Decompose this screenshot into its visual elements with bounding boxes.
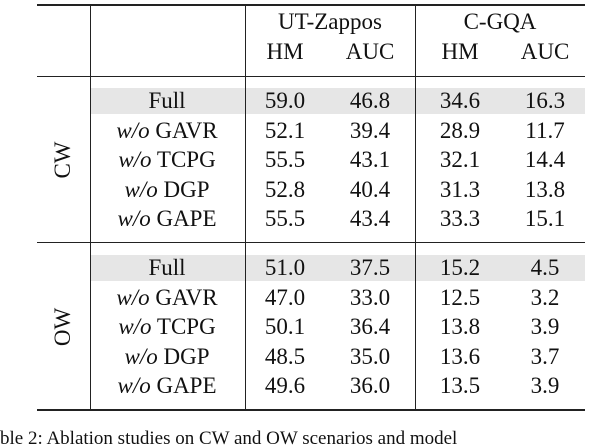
row-label: w/o GAPE xyxy=(117,205,216,233)
row-model: Full xyxy=(148,88,186,113)
caption: ble 2: Ablation studies on CW and OW sce… xyxy=(0,428,458,446)
row-label: w/o DGP xyxy=(125,343,210,371)
row-label: w/o TCPG xyxy=(118,146,215,174)
group-header: C-GQA xyxy=(463,9,537,34)
cell-value: 52.8 xyxy=(264,176,306,202)
cell-value: 3.9 xyxy=(530,314,560,340)
cell-value: 40.4 xyxy=(349,176,391,202)
cell-value: 3.9 xyxy=(530,373,560,399)
cell-value: 52.1 xyxy=(264,117,306,143)
top-rule xyxy=(37,4,585,6)
row-prefix: w/o xyxy=(117,373,151,399)
cell-value: 13.8 xyxy=(439,314,481,340)
cell-value: 11.7 xyxy=(525,117,565,143)
row-model: GAVR xyxy=(155,117,218,143)
column-header: AUC xyxy=(520,39,570,64)
row-label: w/o GAVR xyxy=(116,117,217,145)
cell-value: 37.5 xyxy=(349,255,391,280)
row-prefix: w/o xyxy=(124,343,158,369)
cell-value: 13.8 xyxy=(524,176,566,202)
row-model: GAVR xyxy=(155,284,218,310)
cell-value: 51.0 xyxy=(264,255,306,280)
row-prefix: w/o xyxy=(117,206,151,232)
row-label: w/o GAVR xyxy=(116,284,217,312)
cell-value: 48.5 xyxy=(264,343,306,369)
row-prefix: w/o xyxy=(124,176,158,202)
row-label: Full xyxy=(148,87,185,115)
row-label: w/o TCPG xyxy=(118,313,215,341)
row-model: GAPE xyxy=(156,206,217,232)
row-prefix: w/o xyxy=(118,147,152,173)
row-prefix: w/o xyxy=(118,314,152,340)
cell-value: 28.9 xyxy=(439,117,481,143)
cell-value: 14.4 xyxy=(524,147,566,173)
cell-value: 35.0 xyxy=(349,343,391,369)
vertical-rule xyxy=(245,4,246,410)
cell-value: 36.0 xyxy=(349,373,391,399)
column-header: AUC xyxy=(345,39,395,64)
section-label: OW xyxy=(50,308,75,347)
cell-value: 47.0 xyxy=(264,284,306,310)
row-model: DGP xyxy=(163,343,210,369)
row-prefix: w/o xyxy=(116,117,150,143)
cell-value: 39.4 xyxy=(349,117,391,143)
cell-value: 43.4 xyxy=(349,206,391,232)
row-label: w/o GAPE xyxy=(117,372,216,400)
row-model: GAPE xyxy=(156,373,217,399)
vertical-rule xyxy=(90,4,91,410)
cell-value: 59.0 xyxy=(264,88,306,113)
highlight-band xyxy=(91,88,585,114)
section-rule xyxy=(37,242,585,243)
cell-value: 32.1 xyxy=(439,147,481,173)
section-label: CW xyxy=(50,141,75,179)
cell-value: 16.3 xyxy=(524,88,566,113)
cell-value: 13.6 xyxy=(439,343,481,369)
bottom-rule xyxy=(37,409,585,411)
row-model: DGP xyxy=(163,176,210,202)
cell-value: 3.2 xyxy=(530,284,560,310)
row-model: Full xyxy=(148,255,186,280)
cell-value: 36.4 xyxy=(349,314,391,340)
highlight-band xyxy=(91,255,585,281)
row-model: TCPG xyxy=(156,147,216,173)
cell-value: 50.1 xyxy=(264,314,306,340)
group-header: UT-Zappos xyxy=(278,9,382,34)
cell-value: 33.3 xyxy=(439,206,481,232)
cell-value: 46.8 xyxy=(349,88,391,113)
cell-value: 15.1 xyxy=(524,206,566,232)
column-header: HM xyxy=(266,39,304,64)
row-model: TCPG xyxy=(156,314,216,340)
cell-value: 55.5 xyxy=(264,147,306,173)
cell-value: 12.5 xyxy=(439,284,481,310)
cell-value: 49.6 xyxy=(264,373,306,399)
cell-value: 13.5 xyxy=(439,373,481,399)
row-prefix: w/o xyxy=(116,284,150,310)
column-header: HM xyxy=(441,39,479,64)
cell-value: 15.2 xyxy=(439,255,481,280)
cell-value: 3.7 xyxy=(530,343,560,369)
row-label: Full xyxy=(148,254,185,282)
row-label: w/o DGP xyxy=(125,176,210,204)
cell-value: 34.6 xyxy=(439,88,481,113)
cell-value: 4.5 xyxy=(530,255,560,280)
cell-value: 55.5 xyxy=(264,206,306,232)
vertical-rule xyxy=(415,4,416,410)
cell-value: 33.0 xyxy=(349,284,391,310)
cell-value: 43.1 xyxy=(349,147,391,173)
header-rule xyxy=(37,76,585,77)
cell-value: 31.3 xyxy=(439,176,481,202)
